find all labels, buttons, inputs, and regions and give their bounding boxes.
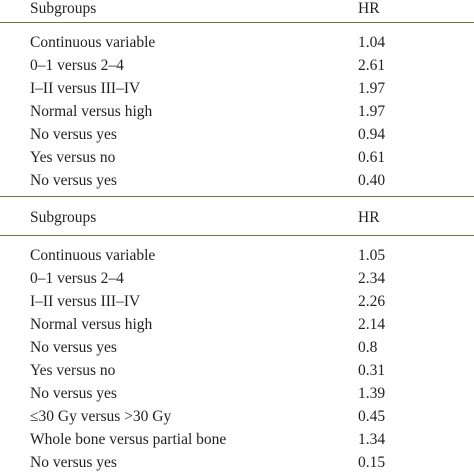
table-2-header-rule bbox=[0, 235, 474, 236]
subgroup-cell: Normal versus high bbox=[30, 316, 153, 333]
table-row: Yes versus no 0.31 bbox=[0, 360, 474, 382]
hr-cell: 0.61 bbox=[358, 149, 386, 166]
subgroup-cell: No versus yes bbox=[30, 454, 117, 471]
subgroup-cell: Whole bone versus partial bone bbox=[30, 431, 227, 448]
table-row: ≤30 Gy versus >30 Gy 0.45 bbox=[0, 406, 474, 428]
hr-cell: 1.34 bbox=[358, 431, 386, 448]
table-row: Continuous variable 1.05 bbox=[0, 245, 474, 267]
hr-cell: 1.39 bbox=[358, 385, 386, 402]
subgroup-cell: 0–1 versus 2–4 bbox=[30, 57, 124, 74]
table-row: No versus yes 0.40 bbox=[0, 170, 474, 192]
table-1-header-row: Subgroups HR bbox=[0, 0, 474, 20]
table-1-header-subgroups: Subgroups bbox=[30, 0, 97, 17]
hr-cell: 1.97 bbox=[358, 103, 386, 120]
table-2-header-subgroups: Subgroups bbox=[30, 209, 97, 226]
table-row: No versus yes 0.8 bbox=[0, 337, 474, 359]
table-1-header-hr: HR bbox=[358, 0, 380, 17]
subgroup-cell: Continuous variable bbox=[30, 247, 156, 264]
table-row: Whole bone versus partial bone 1.34 bbox=[0, 429, 474, 451]
table-row: No versus yes 0.94 bbox=[0, 124, 474, 146]
subgroup-cell: Continuous variable bbox=[30, 34, 156, 51]
hr-cell: 1.04 bbox=[358, 34, 386, 51]
table-2-header-hr: HR bbox=[358, 209, 380, 226]
subgroup-cell: Yes versus no bbox=[30, 362, 116, 379]
hr-cell: 1.97 bbox=[358, 80, 386, 97]
subgroup-cell: No versus yes bbox=[30, 126, 117, 143]
table-1-bottom-rule bbox=[0, 196, 474, 197]
table-row: No versus yes 0.15 bbox=[0, 452, 474, 474]
subgroup-cell: ≤30 Gy versus >30 Gy bbox=[30, 408, 172, 425]
hr-cell: 0.45 bbox=[358, 408, 386, 425]
table-row: Yes versus no 0.61 bbox=[0, 147, 474, 169]
subgroup-cell: Normal versus high bbox=[30, 103, 153, 120]
hr-cell: 2.14 bbox=[358, 316, 386, 333]
table-row: I–II versus III–IV 1.97 bbox=[0, 78, 474, 100]
table-row: 0–1 versus 2–4 2.34 bbox=[0, 268, 474, 290]
table-row: Normal versus high 1.97 bbox=[0, 101, 474, 123]
hr-cell: 0.94 bbox=[358, 126, 386, 143]
hr-cell: 0.40 bbox=[358, 172, 386, 189]
hr-cell: 2.61 bbox=[358, 57, 386, 74]
table-row: I–II versus III–IV 2.26 bbox=[0, 291, 474, 313]
hr-cell: 2.34 bbox=[358, 270, 386, 287]
table-row: Normal versus high 2.14 bbox=[0, 314, 474, 336]
hr-cell: 0.15 bbox=[358, 454, 386, 471]
table-row: Continuous variable 1.04 bbox=[0, 32, 474, 54]
table-1-header-rule bbox=[0, 22, 474, 23]
subgroup-cell: Yes versus no bbox=[30, 149, 116, 166]
table-row: No versus yes 1.39 bbox=[0, 383, 474, 405]
hr-cell: 0.31 bbox=[358, 362, 386, 379]
subgroup-cell: No versus yes bbox=[30, 172, 117, 189]
hr-cell: 0.8 bbox=[358, 339, 378, 356]
hr-cell: 2.26 bbox=[358, 293, 386, 310]
subgroup-cell: I–II versus III–IV bbox=[30, 80, 141, 97]
subgroup-cell: I–II versus III–IV bbox=[30, 293, 141, 310]
subgroup-cell: No versus yes bbox=[30, 385, 117, 402]
subgroup-cell: No versus yes bbox=[30, 339, 117, 356]
table-2-header-row: Subgroups HR bbox=[0, 207, 474, 229]
table-row: 0–1 versus 2–4 2.61 bbox=[0, 55, 474, 77]
hr-cell: 1.05 bbox=[358, 247, 386, 264]
subgroup-cell: 0–1 versus 2–4 bbox=[30, 270, 124, 287]
